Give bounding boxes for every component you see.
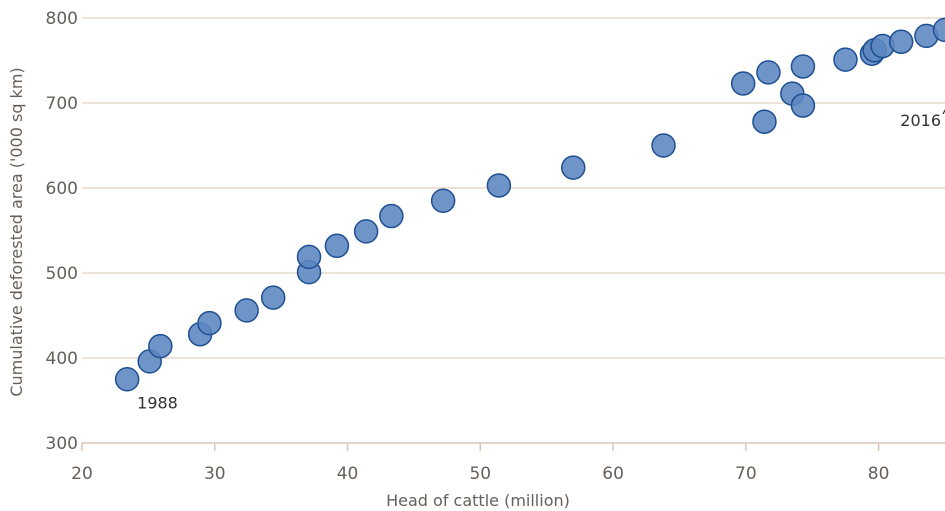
y-tick-label-500: 500 bbox=[46, 264, 78, 284]
data-point-8 bbox=[296, 244, 322, 270]
x-tick-label-60: 60 bbox=[602, 464, 624, 484]
data-point-9 bbox=[324, 233, 350, 259]
data-point-13 bbox=[486, 173, 512, 198]
data-point-5 bbox=[234, 298, 259, 323]
data-points bbox=[114, 17, 945, 392]
data-point-2 bbox=[148, 333, 173, 359]
data-point-12 bbox=[430, 188, 456, 213]
annotation-leader-2016 bbox=[942, 109, 945, 115]
data-point-17 bbox=[752, 109, 777, 134]
data-point-16 bbox=[730, 71, 756, 96]
x-tick-label-40: 40 bbox=[337, 464, 359, 484]
x-tick-label-50: 50 bbox=[469, 464, 491, 484]
y-tick-label-300: 300 bbox=[46, 434, 78, 454]
data-point-26 bbox=[888, 29, 914, 55]
data-point-11 bbox=[379, 203, 404, 229]
y-tick-label-700: 700 bbox=[46, 94, 78, 114]
x-axis-title: Head of cattle (million) bbox=[386, 491, 570, 510]
annotation-label-1988: 1988 bbox=[137, 393, 178, 412]
x-tick-label-80: 80 bbox=[868, 464, 890, 484]
data-point-22 bbox=[833, 47, 858, 72]
data-point-6 bbox=[260, 285, 286, 310]
data-point-20 bbox=[790, 93, 816, 118]
gridlines bbox=[82, 17, 945, 359]
x-tick-label-70: 70 bbox=[735, 464, 757, 484]
annotation-label-2016: 2016 bbox=[900, 111, 941, 130]
data-point-10 bbox=[353, 219, 379, 244]
y-axis-title: Cumulative deforested area ('000 sq km) bbox=[7, 67, 26, 396]
data-point-15 bbox=[651, 133, 676, 158]
annotations: 1988 2016 bbox=[137, 109, 945, 412]
data-point-18 bbox=[756, 60, 781, 85]
tick-labels: 20 30 40 50 60 70 80 300 400 500 600 700 800 bbox=[46, 9, 890, 484]
y-tick-label-400: 400 bbox=[46, 349, 78, 369]
y-tick-label-600: 600 bbox=[46, 179, 78, 199]
x-tick-label-30: 30 bbox=[204, 464, 226, 484]
data-point-21 bbox=[790, 54, 816, 79]
data-point-14 bbox=[560, 155, 586, 180]
data-point-0 bbox=[114, 367, 140, 392]
axes bbox=[81, 442, 945, 451]
x-tick-label-20: 20 bbox=[71, 464, 93, 484]
data-point-4 bbox=[197, 310, 222, 336]
data-point-28 bbox=[932, 17, 945, 43]
y-tick-label-800: 800 bbox=[46, 9, 78, 29]
